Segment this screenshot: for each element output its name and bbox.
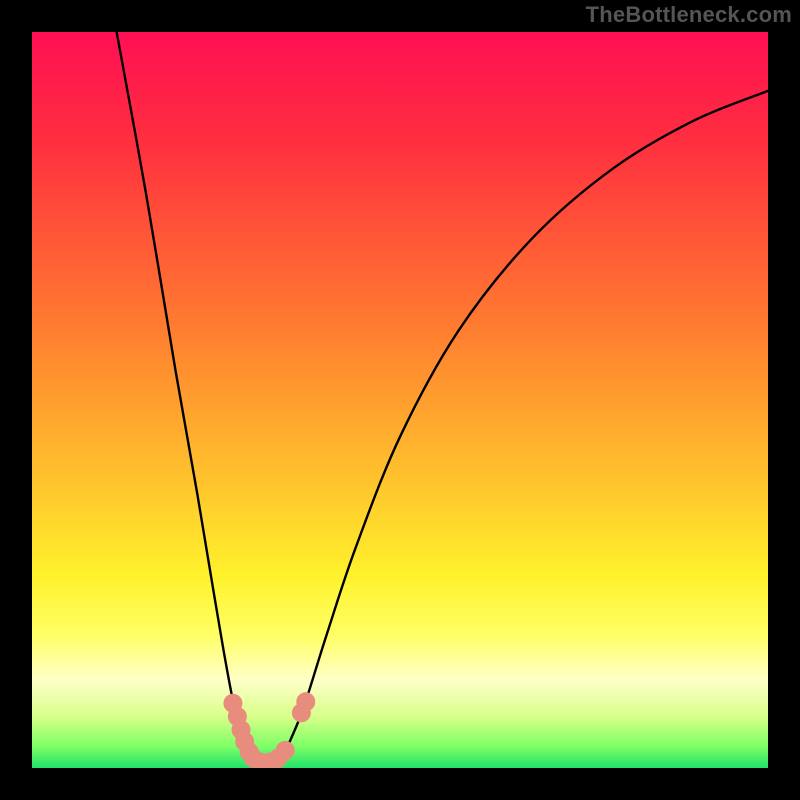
curve-marker	[276, 741, 294, 759]
chart-container: TheBottleneck.com	[0, 0, 800, 800]
chart-svg	[0, 0, 800, 800]
watermark-text: TheBottleneck.com	[586, 2, 792, 28]
curve-marker	[297, 693, 315, 711]
plot-background	[32, 32, 768, 768]
